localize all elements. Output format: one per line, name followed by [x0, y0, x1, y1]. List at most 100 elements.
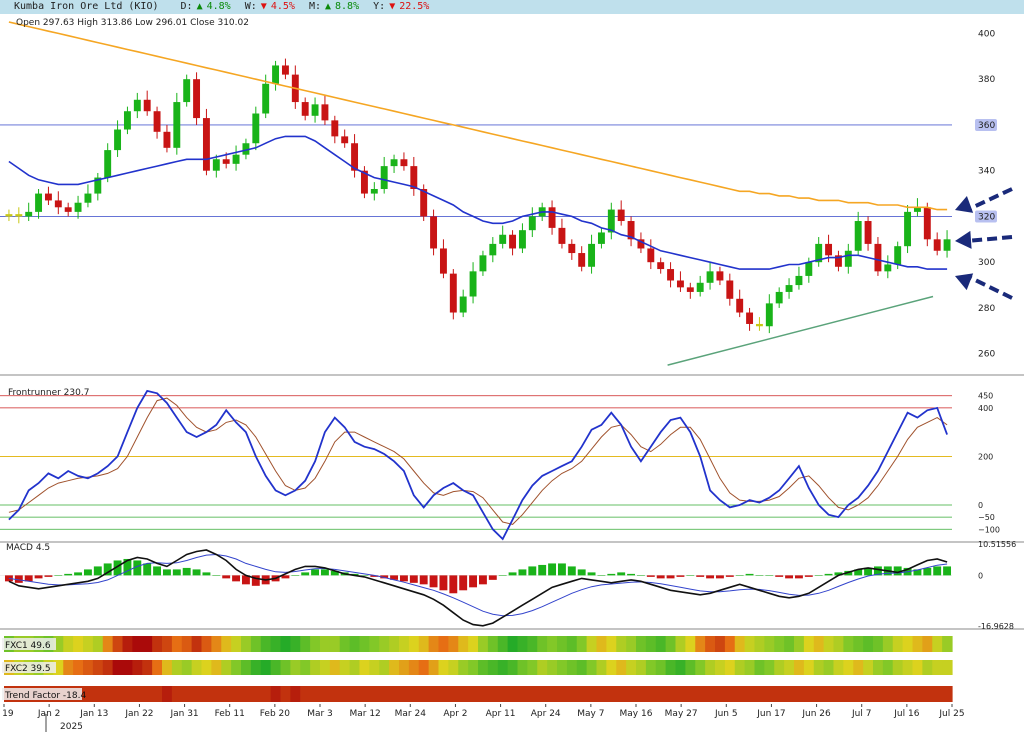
factor-cell	[211, 660, 222, 675]
macd-histogram-bar	[301, 572, 310, 576]
arrow-shaft	[966, 274, 1013, 300]
candle-body	[904, 211, 912, 247]
candle-body	[262, 83, 270, 114]
factor-cell	[922, 660, 933, 675]
candle-body	[825, 243, 833, 256]
candle-body	[647, 248, 655, 263]
factor-cell	[537, 636, 548, 652]
factor-cell	[369, 636, 380, 652]
factor-cell	[310, 660, 321, 675]
macd-histogram-bar	[251, 575, 260, 586]
factor-cell	[942, 686, 953, 702]
factor-cell	[794, 660, 805, 675]
macd-histogram-bar	[686, 575, 695, 576]
factor-cell	[290, 660, 301, 675]
factor-cell	[92, 660, 104, 675]
factor-cell	[399, 686, 410, 702]
factor-cell	[507, 686, 519, 702]
factor-label-bg	[2, 662, 56, 673]
factor-cell	[754, 686, 765, 702]
macd-histogram-bar	[498, 575, 507, 576]
factor-cell	[408, 660, 420, 675]
factor-cell	[122, 660, 133, 675]
x-tick-label: May 16	[620, 709, 653, 719]
factor-cell	[724, 660, 736, 675]
macd-histogram-bar	[597, 575, 606, 576]
candle-body	[163, 131, 171, 148]
factor-cell	[882, 636, 894, 652]
factor-cell	[507, 636, 519, 652]
factor-cell	[853, 686, 864, 702]
candle-body	[321, 104, 329, 121]
factor-cell	[191, 686, 203, 702]
x-tick-label: Jun 26	[801, 709, 831, 719]
macd-histogram-bar	[617, 572, 626, 576]
macd-tick-label: 10.51556	[978, 540, 1016, 549]
factor-cell	[784, 686, 795, 702]
macd-histogram-bar	[735, 575, 744, 576]
x-tick-label: May 7	[577, 709, 604, 719]
factor-cell	[715, 660, 726, 675]
factor-cell	[478, 686, 489, 702]
macd-histogram-bar	[330, 570, 339, 576]
candle-body	[923, 207, 931, 240]
factor-cell	[241, 636, 252, 652]
candle-body	[775, 291, 783, 304]
macd-histogram-bar	[291, 575, 300, 576]
factor-cell	[685, 660, 696, 675]
oscillator-main-line	[8, 389, 948, 541]
factor-cell	[823, 636, 835, 652]
factor-cell	[359, 686, 370, 702]
candle-body	[548, 207, 556, 228]
factor-cell	[942, 636, 953, 652]
factor-cell	[418, 686, 430, 702]
factor-panel: FXC1 49.6 FXC2 39.5 Trend Factor -18.4	[2, 636, 953, 702]
candle-body	[153, 111, 161, 132]
factor-cell	[349, 660, 361, 675]
price-panel: 260280300320340360380400320360	[0, 21, 1024, 376]
factor-cell	[448, 660, 459, 675]
candle-body	[430, 216, 438, 249]
factor-cell	[803, 636, 815, 652]
candle-body	[558, 227, 566, 244]
factor-cell	[902, 636, 914, 652]
macd-histogram-bar	[64, 573, 73, 576]
factor-cell	[843, 636, 854, 652]
candle-body	[568, 243, 576, 254]
factor-cell	[468, 686, 479, 702]
factor-cell	[438, 686, 449, 702]
macd-histogram-bar	[933, 566, 942, 576]
factor-cell	[665, 636, 677, 652]
macd-histogram-bar	[74, 572, 83, 576]
macd-histogram-bar	[459, 575, 468, 591]
factor-cell	[843, 686, 854, 702]
factor-cell	[794, 686, 805, 702]
factor-cell	[53, 636, 64, 652]
factor-cell	[478, 660, 489, 675]
factor-cell	[695, 636, 706, 652]
candle-body	[726, 280, 734, 299]
factor-cell	[359, 636, 370, 652]
factor-cell	[863, 686, 874, 702]
factor-cell	[112, 686, 124, 702]
macd-histogram-bar	[775, 575, 784, 577]
factor-cell	[73, 660, 84, 675]
factor-cell	[497, 660, 509, 675]
factor-cell	[142, 636, 153, 652]
arrow-head	[955, 230, 972, 249]
macd-histogram-bar	[24, 575, 33, 582]
factor-cell	[705, 660, 716, 675]
factor-cell	[863, 636, 874, 652]
macd-histogram-bar	[162, 569, 171, 576]
candle-body	[133, 99, 141, 112]
factor-cell	[744, 636, 756, 652]
factor-cell	[162, 686, 173, 702]
change-week: W: ▼ 4.5%	[244, 1, 295, 12]
candle-body	[420, 188, 428, 217]
candle-body	[884, 264, 892, 272]
price-tick-label: 300	[978, 258, 995, 268]
price-tick-label: 340	[978, 167, 995, 177]
factor-cell	[734, 636, 746, 652]
factor-cell	[803, 660, 815, 675]
candle-body	[815, 243, 823, 263]
